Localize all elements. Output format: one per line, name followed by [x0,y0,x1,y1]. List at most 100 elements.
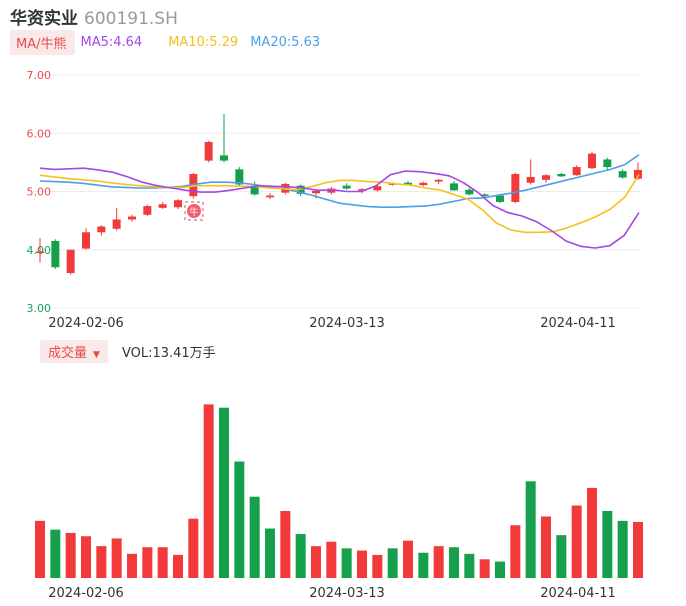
volume-bar [357,550,367,578]
volume-bar [602,510,613,578]
volume-bar [571,505,582,578]
volume-x-tick-label: 2024-04-11 [540,586,616,601]
volume-x-tick-label: 2024-02-06 [48,586,124,601]
volume-bar [449,547,459,578]
ma20-line [39,154,640,208]
x-tick-label: 2024-04-11 [540,316,616,331]
volume-bar [372,554,383,578]
volume-bar [403,540,413,578]
volume-bar [617,520,628,578]
volume-bar [203,404,214,578]
candle-body [342,185,351,189]
volume-bar [633,521,643,578]
volume-bar [541,516,551,578]
volume-x-tick-label: 2024-03-13 [309,586,385,601]
volume-bar [326,541,337,578]
candle-body [82,232,90,249]
volume-bar [234,461,245,578]
volume-value: VOL:13.41万手 [121,345,216,361]
volume-bar [587,487,597,578]
candle-body [373,186,382,191]
candle-body [542,175,550,180]
candle-body [97,226,106,233]
candle-body [112,219,121,229]
x-tick-label: 2024-03-13 [309,316,385,331]
y-tick-label: 7.00 [27,69,52,82]
bull-marker-circle [187,204,201,218]
volume-button-label: 成交量 [48,345,88,361]
x-tick-label: 2024-02-06 [48,316,124,331]
dropdown-arrow-icon: ▼ [93,349,100,360]
candle-body [603,159,612,168]
volume-bar [127,553,137,578]
candle-body [312,190,320,194]
y-tick-label: 5.00 [27,186,52,199]
stock-code: 600191.SH [84,9,178,29]
ma10-legend: MA10:5.29 [168,34,239,50]
candle-body [266,195,274,198]
volume-bar [311,546,321,578]
candle-body [36,251,44,253]
volume-bar-series [35,404,643,578]
price-grid [34,74,640,309]
volume-bar [510,525,521,578]
volume-bar [157,547,168,578]
candle-body [526,176,535,183]
volume-bar [295,534,306,578]
volume-bar [479,559,490,578]
volume-bar [418,552,429,578]
candle-body [511,174,520,202]
volume-bar [50,529,61,578]
candle-body [496,195,504,202]
volume-bar [173,554,183,578]
candle-body [235,169,244,185]
ma5-line [39,167,640,249]
candle-body [419,182,428,186]
volume-bar [464,553,475,578]
stock-name: 华资实业 [10,9,78,29]
candle-body [450,183,458,191]
bull-marker-label: 牛 [189,206,198,218]
candle-body [220,155,228,161]
candle-body [634,169,642,179]
volume-bar [111,538,122,578]
volume-bar [219,407,229,578]
volume-bar [96,546,107,578]
candle-body [174,200,182,208]
y-tick-label: 4.00 [27,244,52,257]
y-tick-label: 3.00 [27,302,52,315]
ma5-legend: MA5:4.64 [80,34,143,50]
volume-bar [341,548,352,578]
volume-date-axis-ticks: 2024-02-06 2024-03-13 2024-04-11 [48,586,616,601]
candle-body [143,206,152,215]
candle-body [465,189,474,195]
volume-bar [142,547,153,578]
ma10-line [39,174,640,234]
ma20-legend: MA20:5.63 [250,34,321,50]
moving-average-lines [39,154,640,249]
ma-indicator-button[interactable]: MA/牛熊 [10,29,75,55]
volume-bar [188,518,199,578]
volume-bar [525,481,536,578]
candle-body [204,141,213,161]
candle-body [250,187,259,195]
candle-body [572,167,581,176]
candle-body [618,171,627,178]
date-axis-ticks: 2024-02-06 2024-03-13 2024-04-11 [48,316,616,331]
candle-body [434,179,443,182]
candle-body [588,153,596,169]
candle-body [128,216,136,220]
volume-bar [65,532,76,578]
volume-bar [433,546,444,578]
volume-bar [265,528,275,578]
volume-indicator-button[interactable]: 成交量 ▼ [40,339,108,363]
stock-header: 华资实业 600191.SH [10,4,178,29]
volume-bar [280,510,291,578]
volume-bar [249,496,260,578]
candle-body [557,174,566,177]
volume-bar [495,561,505,578]
price-axis-ticks: 7.00 6.00 5.00 4.00 3.00 [27,69,52,315]
candle-body [358,189,366,191]
candle-body [480,194,489,196]
